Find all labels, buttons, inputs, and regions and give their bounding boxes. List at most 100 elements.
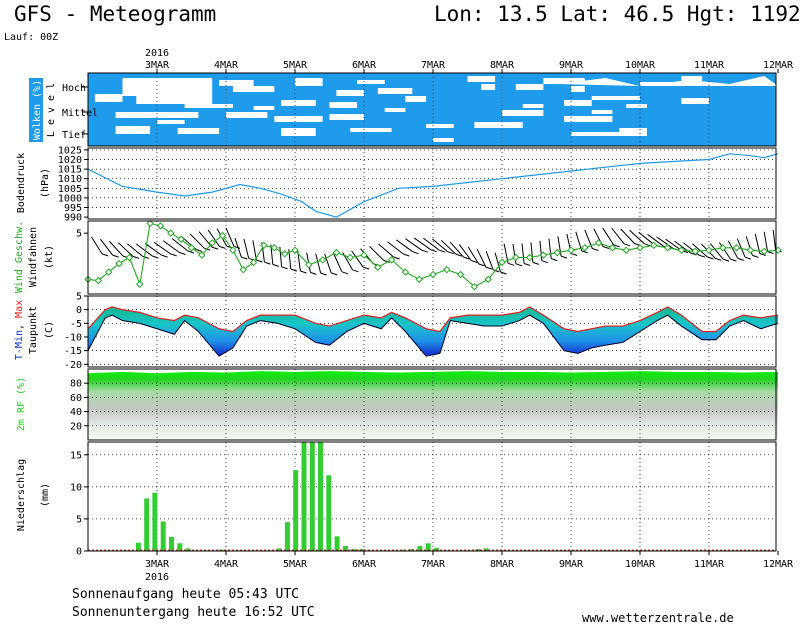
wind-speed-marker bbox=[332, 248, 341, 257]
clear-sky-block bbox=[571, 86, 585, 92]
wind-speed-marker bbox=[177, 235, 185, 243]
bottom-date-label: 7MAR bbox=[421, 559, 446, 570]
precipitation-y-unit: (mm) bbox=[40, 483, 51, 507]
pressure-panel bbox=[87, 148, 779, 219]
temperature-max-line bbox=[87, 306, 779, 333]
precipitation-y-tick-label: 0 bbox=[76, 547, 82, 558]
wind-speed-marker bbox=[719, 244, 727, 252]
wind-barb-flag bbox=[383, 259, 390, 263]
precipitation-bar bbox=[309, 442, 315, 551]
wind-barb-shaft bbox=[351, 250, 364, 268]
clear-sky-block bbox=[433, 138, 454, 142]
clear-sky-block bbox=[571, 132, 647, 136]
wind-barb-flag bbox=[219, 245, 226, 249]
wind-barb-shaft bbox=[333, 253, 343, 273]
top-date-label: 8MAR bbox=[490, 60, 515, 71]
wind-speed-marker bbox=[229, 246, 237, 254]
wind-barb-flag bbox=[179, 252, 186, 255]
wind-barb-flag bbox=[478, 263, 485, 267]
precipitation-panel-frame bbox=[87, 441, 777, 552]
wind-barb-flag bbox=[447, 251, 454, 255]
precipitation-bar bbox=[276, 548, 282, 551]
wind-barb-flag bbox=[515, 263, 523, 267]
top-date-label: 12MAR bbox=[763, 60, 794, 71]
panels bbox=[84, 72, 782, 552]
wind-barb-flag bbox=[233, 245, 241, 249]
pressure-y-tick-label: 1020 bbox=[58, 155, 82, 166]
wind-barb-shaft bbox=[548, 238, 552, 259]
wind-barb-shaft bbox=[736, 238, 746, 258]
temperature-y-unit: (C) bbox=[44, 321, 55, 339]
humidity-y-tick-label: 80 bbox=[70, 379, 82, 390]
wind-barb-shaft bbox=[718, 242, 731, 260]
wind-barb-flag bbox=[744, 256, 752, 260]
wind-barb-shaft bbox=[602, 227, 615, 246]
clear-sky-block bbox=[557, 78, 640, 86]
wind-barb-flag bbox=[541, 260, 548, 264]
wind-barb-shaft bbox=[423, 237, 440, 251]
wind-barb-shaft bbox=[127, 243, 144, 257]
wind-barb-shaft bbox=[324, 253, 332, 274]
wind-speed-marker bbox=[677, 246, 686, 254]
wind-barb-flag bbox=[485, 266, 493, 270]
clear-sky-block bbox=[564, 100, 592, 106]
wind-barb-flag bbox=[290, 268, 297, 272]
wind-barb-flag bbox=[551, 258, 558, 262]
wind-speed-marker bbox=[512, 253, 520, 262]
wind-barb-flag bbox=[623, 243, 631, 247]
top-year-label: 2016 bbox=[145, 48, 169, 59]
wind-speed-marker bbox=[239, 265, 247, 274]
precipitation-bar bbox=[483, 548, 489, 551]
top-date-label: 6MAR bbox=[352, 60, 377, 71]
wind-barb-shaft bbox=[144, 243, 162, 256]
cloud-level-label: Tief bbox=[62, 130, 86, 141]
pressure-panel-frame bbox=[87, 147, 777, 220]
precipitation-bar bbox=[293, 470, 299, 551]
wind-speed-marker bbox=[443, 265, 451, 274]
clear-sky-block bbox=[640, 76, 778, 86]
wind-speed-marker bbox=[636, 244, 644, 252]
wind-speed-marker bbox=[663, 244, 672, 252]
dewpoint-line bbox=[87, 314, 779, 357]
clear-sky-block bbox=[232, 86, 275, 92]
wind-barb-flag bbox=[161, 254, 168, 258]
clear-sky-block bbox=[502, 110, 544, 116]
wind-speed-marker bbox=[691, 247, 699, 256]
wind-barb-flag bbox=[602, 246, 610, 249]
wind-barb-flag bbox=[341, 271, 349, 275]
wind-barb-flag bbox=[320, 272, 327, 276]
wind-barb-flag bbox=[730, 258, 737, 262]
wind-barb-shaft bbox=[575, 231, 583, 252]
wind-barb-flag bbox=[264, 261, 271, 265]
wind-speed-marker bbox=[218, 231, 227, 240]
clear-sky-block bbox=[350, 128, 392, 132]
pressure-y-tick-label: 1010 bbox=[58, 174, 82, 185]
precipitation-bar bbox=[152, 492, 158, 551]
wind-y-label: Wind Geschw. bbox=[14, 221, 25, 293]
clear-sky-block bbox=[377, 88, 413, 94]
wind-speed-marker bbox=[567, 246, 575, 254]
top-date-label: 11MAR bbox=[694, 60, 725, 71]
wind-barb-shaft bbox=[521, 243, 525, 264]
wind-barb-flag bbox=[592, 248, 599, 251]
clear-sky-block bbox=[122, 86, 213, 96]
wind-barb-shaft bbox=[279, 246, 283, 267]
wind-barb-shaft bbox=[162, 240, 180, 253]
precipitation-bar bbox=[160, 521, 166, 551]
humidity-panel-frame bbox=[87, 368, 777, 441]
wind-barb-shaft bbox=[431, 238, 449, 253]
wind-barb-flag bbox=[101, 253, 109, 257]
clear-sky-block bbox=[274, 116, 323, 122]
wind-barb-flag bbox=[560, 255, 568, 259]
humidity-y-tick-label: 20 bbox=[70, 421, 82, 432]
cloud-label-background bbox=[29, 78, 43, 142]
wind-barb-flag bbox=[698, 254, 706, 258]
temperature-y-tick-label: 0 bbox=[76, 305, 82, 316]
model-run-label: Lauf: 00Z bbox=[4, 32, 59, 43]
wind-y-unit: (kt) bbox=[44, 245, 55, 269]
wind-barb-shaft bbox=[243, 238, 250, 259]
humidity-y-tick-label: 40 bbox=[70, 407, 82, 418]
top-date-label: 7MAR bbox=[421, 60, 446, 71]
